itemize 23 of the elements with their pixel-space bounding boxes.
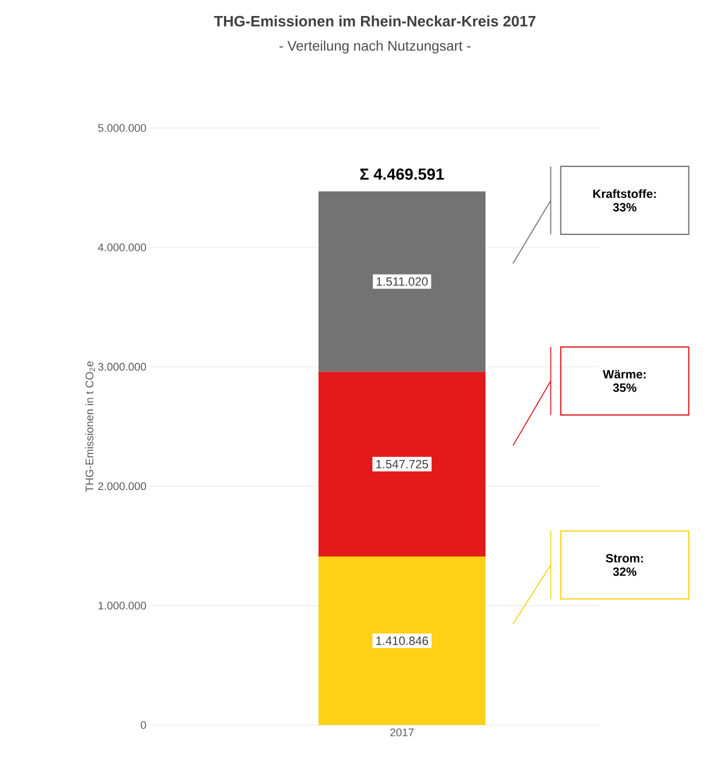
- x-tick-label: 2017: [390, 728, 414, 736]
- data-label: 1.547.725: [376, 460, 428, 468]
- total-label: Σ 4.469.591: [360, 168, 444, 180]
- data-label: 1.511.020: [376, 277, 428, 286]
- data-label: 1.410.846: [376, 636, 428, 645]
- chart-subtitle: - Verteilung nach Nutzungsart -: [279, 40, 470, 54]
- y-tick-label: 2.000.000: [98, 482, 146, 490]
- y-axis-title: THG-Emissionen in t CO$_{2}$e: [85, 361, 95, 492]
- y-tick-label: 1.000.000: [98, 602, 146, 610]
- y-tick-label: 5.000.000: [98, 124, 146, 132]
- bar: [318, 556, 486, 725]
- bar: [318, 372, 486, 557]
- y-tick-label: 0: [140, 721, 146, 729]
- text: 33%: [613, 202, 636, 212]
- y-tick-label: 4.000.000: [98, 244, 146, 252]
- text: 32%: [613, 567, 636, 576]
- text: 35%: [613, 383, 636, 392]
- chart-title: THG-Emissionen im Rhein-Neckar-Kreis 2017: [214, 16, 536, 26]
- text: Kraftstoffe:: [593, 189, 656, 198]
- y-tick-label: 3.000.000: [98, 362, 146, 371]
- text: Strom:: [606, 554, 643, 562]
- bar: [318, 191, 486, 372]
- text: Wärme:: [602, 370, 646, 378]
